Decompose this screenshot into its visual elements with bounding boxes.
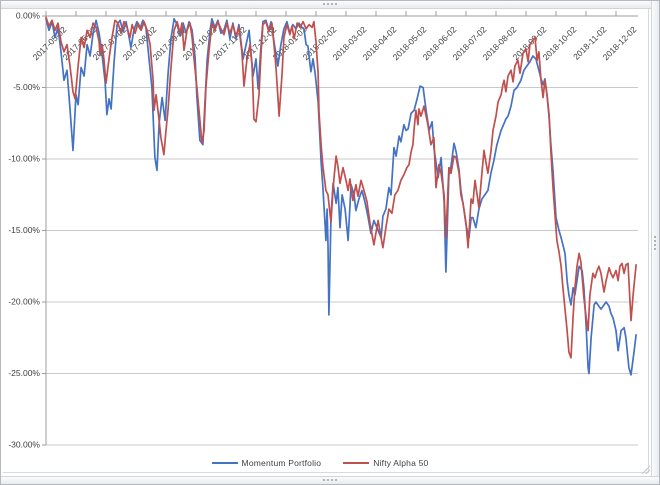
bottom-splitter-bar[interactable] (1, 476, 659, 484)
y-tick-label: -20.00% (8, 297, 40, 307)
y-tick-label: -5.00% (13, 82, 40, 92)
y-tick-label: -30.00% (8, 440, 40, 450)
y-tick-label: -25.00% (8, 368, 40, 378)
right-splitter-bar[interactable] (651, 1, 659, 484)
drag-handle-icon[interactable] (654, 235, 656, 250)
drag-handle-icon[interactable] (323, 3, 337, 5)
legend-item-nifty-alpha-50[interactable]: Nifty Alpha 50 (343, 458, 428, 468)
legend-label: Nifty Alpha 50 (373, 458, 429, 468)
series-line-momentum-portfolio[interactable] (45, 18, 637, 376)
chart-legend: Momentum Portfolio Nifty Alpha 50 (1, 455, 639, 471)
top-splitter-bar[interactable] (1, 1, 659, 9)
y-tick-label: -10.00% (8, 154, 40, 164)
drag-handle-icon[interactable] (323, 479, 337, 481)
legend-line-swatch-red (343, 462, 370, 464)
y-tick-label: -15.00% (8, 225, 40, 235)
y-tick-label: 0.00% (16, 11, 41, 21)
legend-label: Momentum Portfolio (241, 458, 322, 468)
series-line-nifty-alpha-50[interactable] (45, 16, 637, 359)
legend-line-swatch-blue (211, 462, 238, 464)
legend-item-momentum-portfolio[interactable]: Momentum Portfolio (211, 458, 322, 468)
resize-grip-icon[interactable] (642, 466, 650, 474)
